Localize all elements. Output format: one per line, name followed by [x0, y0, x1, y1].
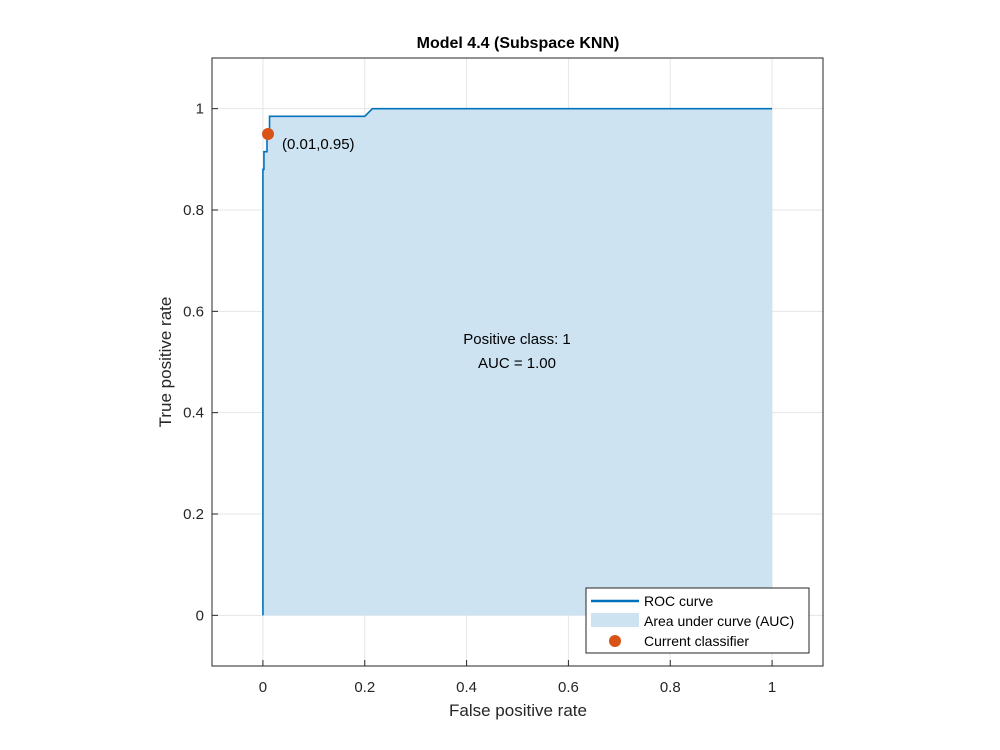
- y-tick-labels: 0 0.2 0.4 0.6 0.8 1: [183, 101, 204, 625]
- x-axis-label: False positive rate: [449, 701, 587, 720]
- legend: ROC curve Area under curve (AUC) Current…: [585, 587, 810, 654]
- current-classifier-label: (0.01,0.95): [282, 136, 355, 153]
- y-tick-label: 1: [196, 101, 204, 118]
- y-tick-label: 0: [196, 607, 204, 624]
- y-tick-label: 0.4: [183, 405, 204, 422]
- tick-marks: [212, 108, 773, 666]
- auc-area: [262, 108, 773, 616]
- y-tick-label: 0.2: [183, 506, 204, 523]
- y-tick-label: 0.6: [183, 303, 204, 320]
- x-tick-label: 0.8: [660, 679, 681, 696]
- x-tick-labels: 0 0.2 0.4 0.6 0.8 1: [259, 679, 777, 696]
- x-tick-label: 0.6: [558, 679, 579, 696]
- x-tick-label: 0: [259, 679, 267, 696]
- legend-classifier-marker: [609, 635, 621, 647]
- legend-roc-label: ROC curve: [644, 593, 713, 609]
- series-layer: [262, 107, 773, 616]
- current-classifier-point: [262, 128, 275, 140]
- x-tick-label: 1: [768, 679, 776, 696]
- y-tick-label: 0.8: [183, 202, 204, 219]
- axes-box: [211, 57, 824, 667]
- x-tick-label: 0.4: [456, 679, 477, 696]
- chart-title: Model 4.4 (Subspace KNN): [417, 35, 620, 52]
- y-axis-label: True positive rate: [156, 297, 175, 428]
- auc-label: AUC = 1.00: [478, 355, 556, 372]
- legend-classifier-label: Current classifier: [644, 633, 749, 649]
- x-tick-label: 0.2: [354, 679, 375, 696]
- legend-auc-label: Area under curve (AUC): [644, 613, 794, 629]
- legend-auc-swatch: [591, 613, 639, 627]
- positive-class-label: Positive class: 1: [463, 331, 571, 348]
